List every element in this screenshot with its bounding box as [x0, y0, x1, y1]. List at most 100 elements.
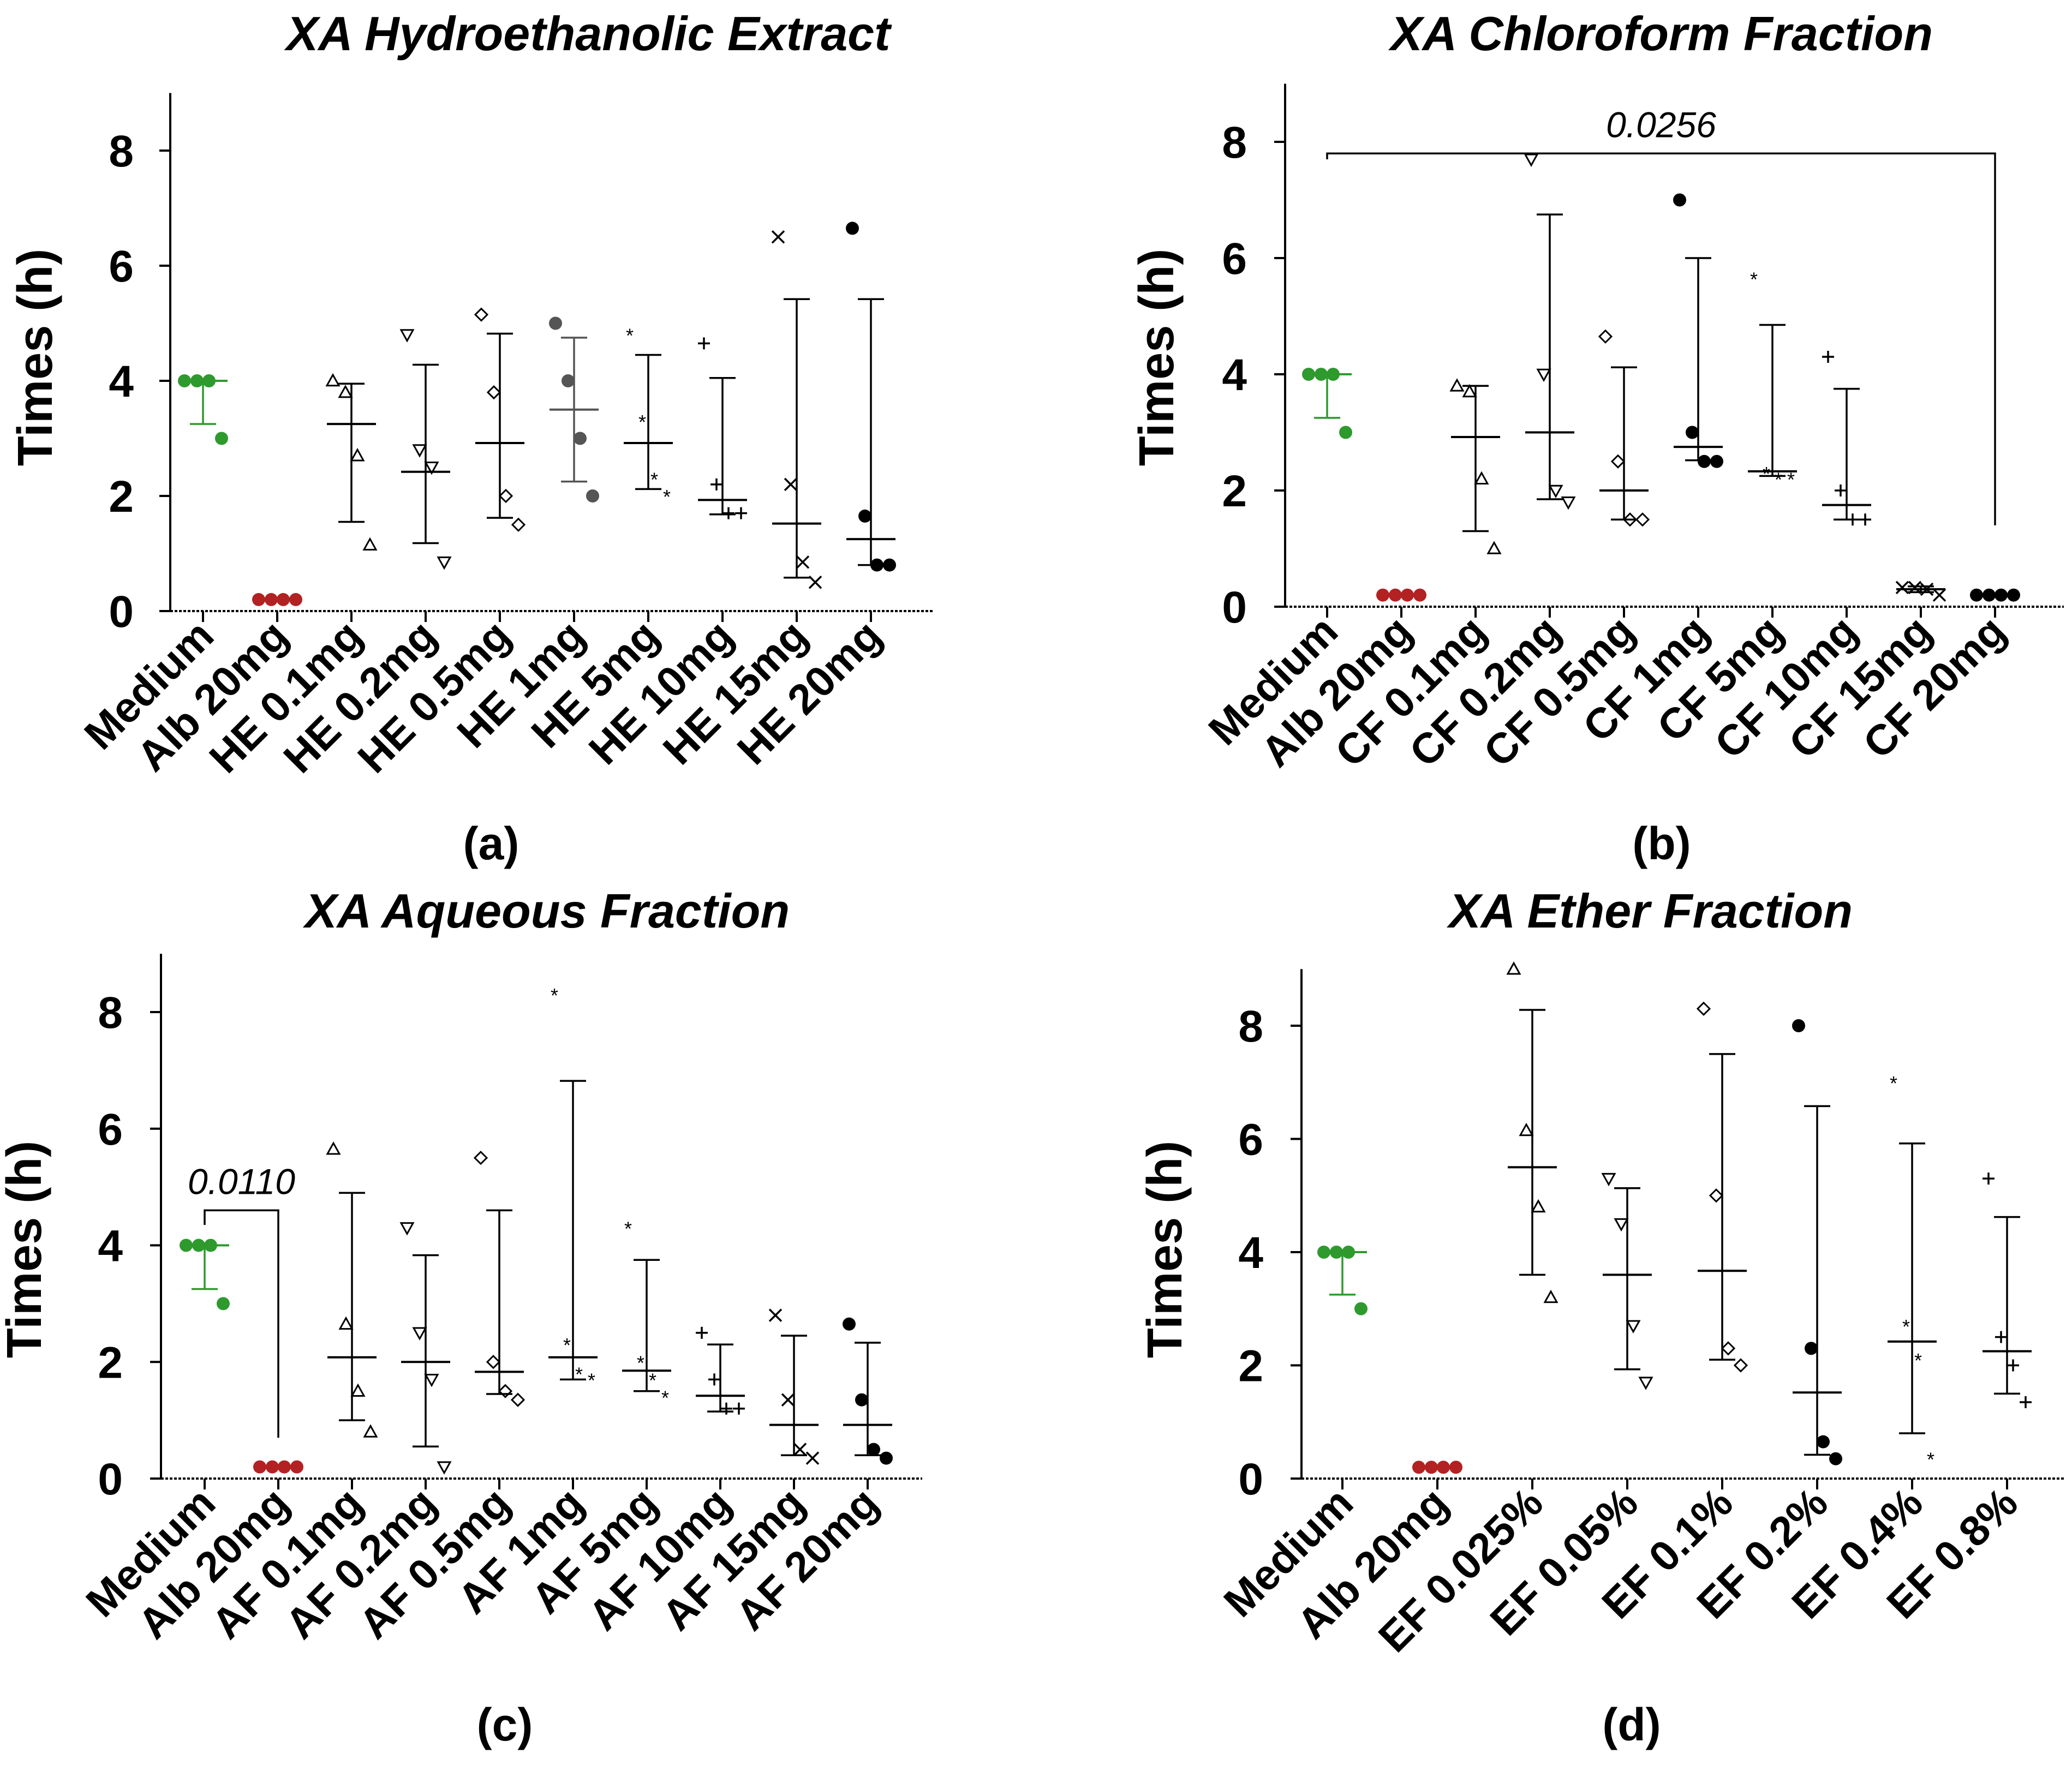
data-point: *: [626, 325, 634, 347]
significance-bracket: [1326, 152, 1996, 525]
data-point: *: [1914, 1349, 1922, 1372]
panel-label: (b): [1632, 818, 1691, 869]
data-point: [1805, 1342, 1818, 1355]
data-point: [1506, 961, 1521, 975]
data-point: [1626, 1320, 1641, 1333]
data-point: [1561, 496, 1576, 510]
data-point: [562, 374, 575, 387]
y-tick-label: 6: [1238, 1115, 1263, 1165]
data-point: [1622, 512, 1638, 527]
data-point: [424, 461, 439, 475]
data-point: [771, 230, 785, 244]
data-point: [1519, 1122, 1534, 1136]
data-point: [710, 478, 722, 490]
y-tick-label: 8: [109, 127, 134, 176]
data-point: [1983, 588, 1996, 602]
data-point: [883, 558, 896, 572]
y-tick-label: 8: [1222, 118, 1247, 167]
data-point: [1302, 368, 1315, 381]
data-point: *: [1775, 469, 1782, 491]
data-point: [1983, 1172, 1995, 1185]
data-point: [696, 1326, 708, 1339]
data-point: [204, 1238, 217, 1252]
data-point: *: [1890, 1072, 1897, 1094]
data-point: [289, 593, 302, 606]
y-tick-label: 0: [1238, 1455, 1263, 1504]
y-tick-label: 2: [1238, 1342, 1263, 1391]
y-axis-label: Times (h): [1130, 249, 1184, 466]
data-point: [698, 337, 710, 350]
data-point: [858, 509, 871, 523]
y-tick-label: 6: [98, 1105, 123, 1154]
data-point: [474, 307, 489, 322]
data-point: [1822, 351, 1834, 363]
data-point: [424, 1374, 439, 1387]
data-point: [1673, 193, 1686, 207]
data-point: [1932, 588, 1946, 602]
data-point: [1425, 1461, 1438, 1474]
data-point: [846, 222, 859, 235]
data-point: [574, 432, 587, 445]
panel-label: (a): [463, 818, 520, 869]
y-axis-label: Times (h): [8, 249, 63, 466]
data-point: [784, 477, 798, 492]
data-point: [1315, 368, 1328, 381]
y-tick-label: 2: [1222, 466, 1247, 516]
data-point: [720, 1402, 732, 1415]
data-point: [252, 593, 265, 606]
data-point: [781, 1393, 795, 1407]
data-point: [437, 557, 452, 570]
data-point: [1859, 513, 1871, 526]
data-point: [253, 1460, 266, 1474]
data-point: [1449, 378, 1465, 392]
data-point: [1413, 588, 1426, 602]
data-point: [1710, 454, 1723, 468]
data-point: [796, 555, 810, 569]
data-point: [202, 374, 216, 387]
data-point: [278, 1460, 291, 1474]
data-point: [178, 374, 191, 387]
data-point: [1610, 454, 1626, 469]
data-point: [1847, 513, 1859, 526]
data-point: [1817, 1435, 1830, 1449]
data-point: *: [637, 1351, 644, 1374]
data-point: [498, 1384, 513, 1398]
data-point: [180, 1238, 193, 1252]
data-point: [1327, 368, 1340, 381]
data-point: [1412, 1461, 1425, 1474]
data-point: [808, 576, 822, 589]
data-point: *: [1750, 268, 1758, 290]
p-value-label: 0.0110: [188, 1161, 295, 1201]
data-point: [486, 1355, 501, 1369]
data-point: *: [551, 984, 558, 1007]
data-point: [338, 385, 353, 398]
data-point: [326, 1141, 341, 1155]
data-point: *: [563, 1334, 571, 1356]
y-tick-label: 4: [1222, 350, 1247, 400]
data-point: [586, 489, 599, 502]
chart-title: XA Aqueous Fraction: [302, 884, 790, 938]
data-point: [511, 517, 526, 532]
data-point: [217, 1297, 230, 1311]
data-point: [1449, 1461, 1462, 1474]
data-point: [1524, 153, 1539, 167]
data-point: *: [1763, 463, 1770, 485]
data-point: [399, 1222, 415, 1236]
data-point: [1543, 1289, 1559, 1303]
data-point: [399, 329, 415, 343]
data-point: [855, 1393, 868, 1407]
data-point: [350, 448, 365, 462]
data-point: [867, 1443, 880, 1456]
y-tick-label: 8: [1238, 1002, 1263, 1051]
data-point: [338, 1316, 354, 1330]
data-point: *: [638, 411, 646, 433]
data-point: [805, 1451, 820, 1465]
data-point: [1548, 484, 1563, 499]
data-point: [1920, 582, 1934, 596]
data-point: [1908, 581, 1922, 595]
data-point: *: [663, 486, 671, 508]
data-point: [1462, 384, 1477, 398]
data-point: [1354, 1302, 1368, 1315]
